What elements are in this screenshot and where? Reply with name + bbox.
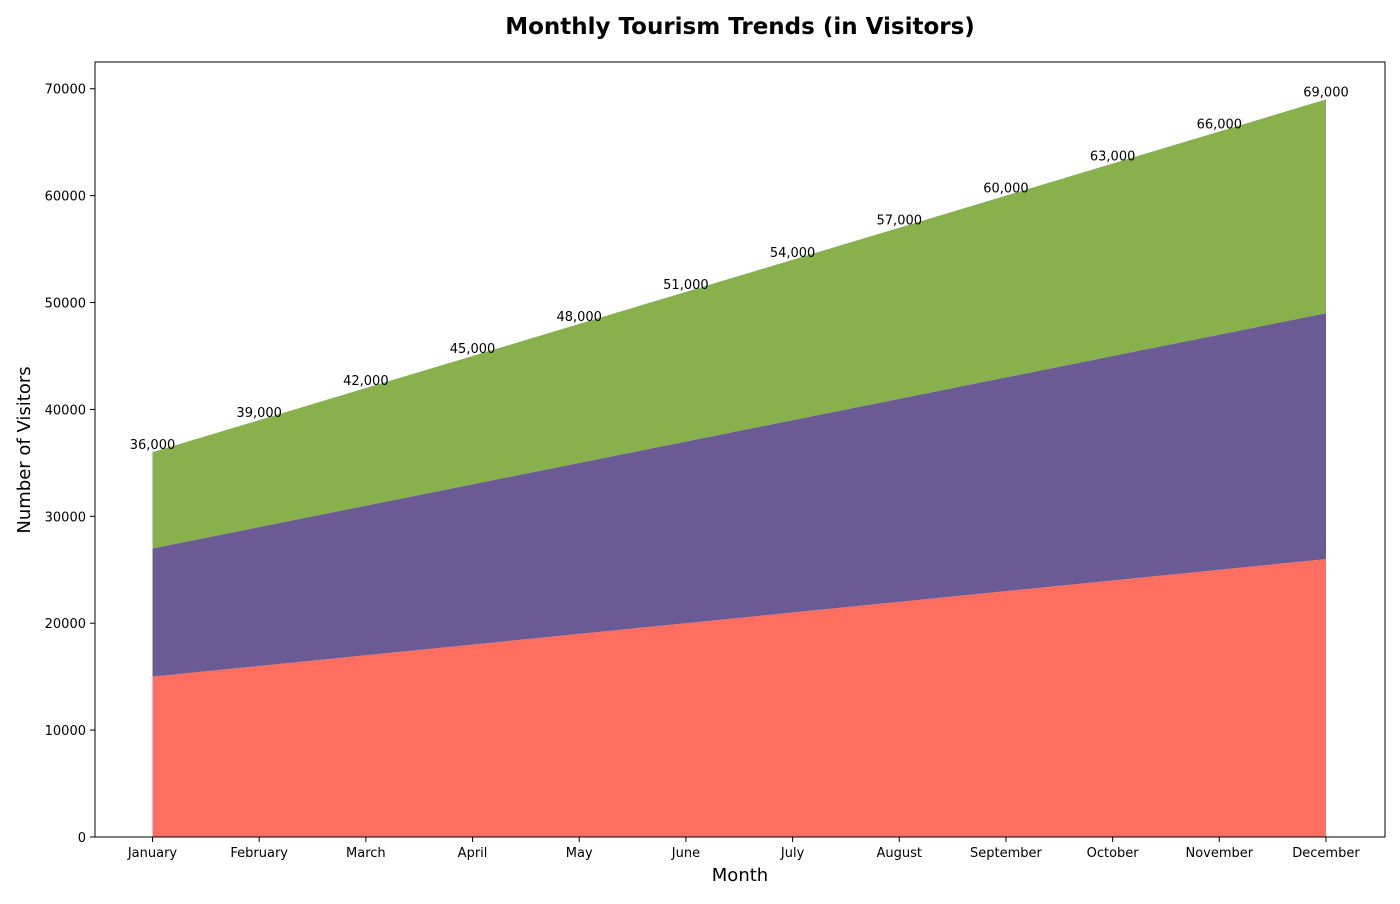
x-tick-label: December (1292, 846, 1360, 861)
total-data-label: 60,000 (983, 182, 1029, 197)
area-series-2 (152, 313, 1326, 677)
x-tick-label: July (780, 846, 805, 861)
y-tick-label: 10000 (45, 724, 86, 739)
x-tick-label: November (1185, 846, 1253, 861)
total-data-label: 45,000 (450, 342, 496, 357)
y-tick-label: 60000 (45, 190, 86, 205)
x-tick-label: September (970, 846, 1043, 861)
chart-title: Monthly Tourism Trends (in Visitors) (505, 14, 975, 40)
x-tick-label: October (1087, 846, 1140, 861)
area-series-3 (152, 99, 1326, 549)
y-axis-label: Number of Visitors (14, 366, 35, 533)
total-data-label: 39,000 (236, 406, 282, 421)
x-axis-label: Month (712, 865, 768, 886)
x-tick-label: April (458, 846, 488, 861)
y-tick-label: 50000 (45, 297, 86, 312)
x-tick-label: February (230, 846, 288, 861)
x-tick-label: August (877, 846, 923, 861)
data-labels: 36,000 39,000 42,000 45,000 48,000 51,000 54,0… (130, 85, 1349, 453)
total-data-label: 48,000 (556, 310, 602, 325)
total-data-label: 63,000 (1090, 150, 1136, 165)
total-data-label: 69,000 (1303, 85, 1349, 100)
total-data-label: 57,000 (877, 214, 923, 229)
area-series-group (152, 99, 1326, 837)
y-tick-label: 0 (78, 831, 86, 846)
x-tick-label: May (566, 846, 593, 861)
total-data-label: 66,000 (1197, 117, 1243, 132)
y-axis: 0 10000 20000 30000 40000 50000 60000 70000 (45, 83, 95, 846)
plot-frame (94, 61, 1386, 838)
total-data-label: 36,000 (130, 438, 176, 453)
total-data-label: 54,000 (770, 246, 816, 261)
x-tick-label: January (127, 846, 178, 861)
y-tick-label: 70000 (45, 83, 86, 98)
total-data-label: 51,000 (663, 278, 709, 293)
y-tick-label: 20000 (45, 617, 86, 632)
y-tick-label: 40000 (45, 403, 86, 418)
y-tick-label: 30000 (45, 510, 86, 525)
total-data-label: 42,000 (343, 374, 389, 389)
x-axis: January February March April May June July Augu… (127, 837, 1360, 861)
x-tick-label: March (346, 846, 386, 861)
x-tick-label: June (671, 846, 700, 861)
area-series-1 (152, 559, 1326, 837)
